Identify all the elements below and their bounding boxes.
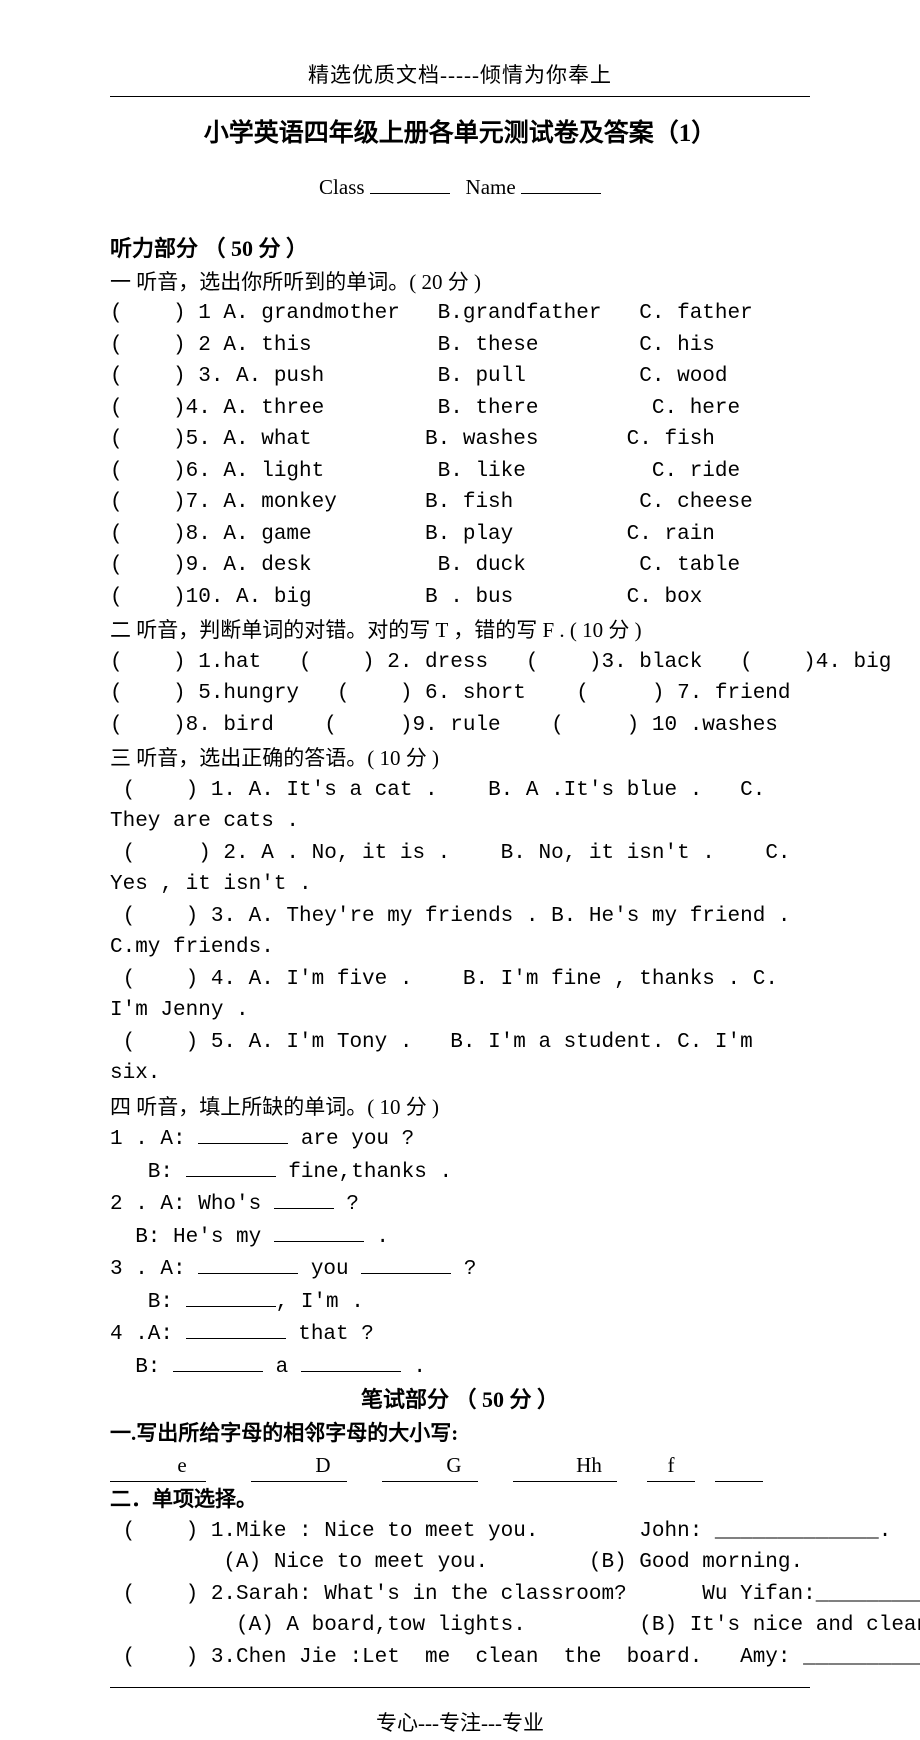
s1-q6: ( )6. A. light B. like C. ride <box>110 456 810 488</box>
blank <box>198 1123 288 1144</box>
letter-f: f <box>647 1450 695 1483</box>
s4-q3a-mid: you <box>298 1258 361 1281</box>
footer-rule <box>110 1687 810 1688</box>
s4-q3a: 3 . A: you ? <box>110 1253 810 1286</box>
footer-text: 专心---专注---专业 <box>110 1708 810 1740</box>
s4-q4b-pre: B: <box>110 1356 173 1379</box>
s3-q1: ( ) 1. A. It's a cat . B. A .It's blue .… <box>110 775 810 838</box>
w2-head: 二．单项选择。 <box>110 1484 810 1516</box>
blank <box>715 1450 763 1483</box>
s4-q1a-post: are you ? <box>288 1128 414 1151</box>
w2-q2-opts: (A) A board,tow lights. (B) It's nice an… <box>110 1610 810 1642</box>
s1-q7: ( )7. A. monkey B. fish C. cheese <box>110 487 810 519</box>
header-watermark: 精选优质文档-----倾情为你奉上 <box>110 60 810 92</box>
w2-q1: ( ) 1.Mike : Nice to meet you. John: ___… <box>110 1516 810 1548</box>
letters-line: e D G Hh f <box>110 1450 810 1483</box>
blank <box>382 1450 430 1483</box>
w1-head: 一.写出所给字母的相邻字母的大小写: <box>110 1418 810 1450</box>
blank <box>274 1221 364 1242</box>
s1-q8: ( )8. A. game B. play C. rain <box>110 519 810 551</box>
s3-q2: ( ) 2. A . No, it is . B. No, it isn't .… <box>110 838 810 901</box>
w2-q2: ( ) 2.Sarah: What's in the classroom? Wu… <box>110 1579 810 1611</box>
written-section-head: 笔试部分 （ 50 分 ） <box>110 1383 810 1416</box>
s4-q2b-pre: B: He's my <box>110 1226 274 1249</box>
class-blank <box>370 193 450 194</box>
s4-q1b-post: fine,thanks . <box>276 1161 452 1184</box>
s4-q3a-pre: 3 . A: <box>110 1258 198 1281</box>
s3-q4: ( ) 4. A. I'm five . B. I'm fine , thank… <box>110 964 810 1027</box>
s4-q4b: B: a . <box>110 1351 810 1384</box>
letter-D: D <box>299 1450 347 1483</box>
s4-q4a-pre: 4 .A: <box>110 1323 186 1346</box>
s3-q5: ( ) 5. A. I'm Tony . B. I'm a student. C… <box>110 1027 810 1090</box>
s4-q2b-post: . <box>364 1226 389 1249</box>
w2-q3: ( ) 3.Chen Jie :Let me clean the board. … <box>110 1642 810 1674</box>
s1-head: 一 听音，选出你所听到的单词。( 20 分 ) <box>110 267 810 299</box>
s1-q1: ( ) 1 A. grandmother B.grandfather C. fa… <box>110 298 810 330</box>
blank <box>301 1351 401 1372</box>
w2-q1-opts: (A) Nice to meet you. (B) Good morning. <box>110 1547 810 1579</box>
s2-line1: ( ) 1.hat ( ) 2. dress ( )3. black ( )4.… <box>110 647 810 679</box>
blank <box>110 1450 158 1483</box>
s4-q2a: 2 . A: Who's ? <box>110 1188 810 1221</box>
letter-G: G <box>430 1450 478 1483</box>
header-rule <box>110 96 810 97</box>
s3-q3: ( ) 3. A. They're my friends . B. He's m… <box>110 901 810 964</box>
blank <box>173 1351 263 1372</box>
name-blank <box>521 193 601 194</box>
s2-line3: ( )8. bird ( )9. rule ( ) 10 .washes <box>110 710 810 742</box>
class-name-line: Class Name <box>110 172 810 204</box>
s1-q10: ( )10. A. big B . bus C. box <box>110 582 810 614</box>
s4-q1b: B: fine,thanks . <box>110 1156 810 1189</box>
s4-q4b-mid: a <box>263 1356 301 1379</box>
blank <box>198 1253 298 1274</box>
listening-section-head: 听力部分 （ 50 分 ） <box>110 232 810 265</box>
s4-q3a-post: ? <box>451 1258 476 1281</box>
s4-head: 四 听音，填上所缺的单词。( 10 分 ) <box>110 1092 810 1124</box>
s4-q2a-pre: 2 . A: Who's <box>110 1193 274 1216</box>
s2-head: 二 听音，判断单词的对错。对的写 T ，错的写 F . ( 10 分 ) <box>110 615 810 647</box>
s1-q5: ( )5. A. what B. washes C. fish <box>110 424 810 456</box>
blank <box>186 1318 286 1339</box>
s4-q4b-post: . <box>401 1356 426 1379</box>
name-label: Name <box>466 175 516 199</box>
s4-q3b-post: , I'm . <box>276 1291 364 1314</box>
s4-q1a-pre: 1 . A: <box>110 1128 198 1151</box>
blank <box>251 1450 299 1483</box>
s4-q4a: 4 .A: that ? <box>110 1318 810 1351</box>
blank <box>186 1156 276 1177</box>
blank <box>361 1253 451 1274</box>
s1-q2: ( ) 2 A. this B. these C. his <box>110 330 810 362</box>
s4-q2b: B: He's my . <box>110 1221 810 1254</box>
s4-q4a-post: that ? <box>286 1323 374 1346</box>
class-label: Class <box>319 175 365 199</box>
blank <box>186 1286 276 1307</box>
letter-Hh: Hh <box>561 1450 617 1483</box>
blank <box>274 1188 334 1209</box>
s1-q9: ( )9. A. desk B. duck C. table <box>110 550 810 582</box>
s2-line2: ( ) 5.hungry ( ) 6. short ( ) 7. friend <box>110 678 810 710</box>
s1-q4: ( )4. A. three B. there C. here <box>110 393 810 425</box>
letter-e: e <box>158 1450 206 1483</box>
s4-q2a-post: ? <box>334 1193 359 1216</box>
page-title: 小学英语四年级上册各单元测试卷及答案（1） <box>110 115 810 153</box>
s1-q3: ( ) 3. A. push B. pull C. wood <box>110 361 810 393</box>
blank <box>513 1450 561 1483</box>
s3-head: 三 听音，选出正确的答语。( 10 分 ) <box>110 743 810 775</box>
s4-q1a: 1 . A: are you ? <box>110 1123 810 1156</box>
s4-q1b-pre: B: <box>110 1161 186 1184</box>
s4-q3b-pre: B: <box>110 1291 186 1314</box>
